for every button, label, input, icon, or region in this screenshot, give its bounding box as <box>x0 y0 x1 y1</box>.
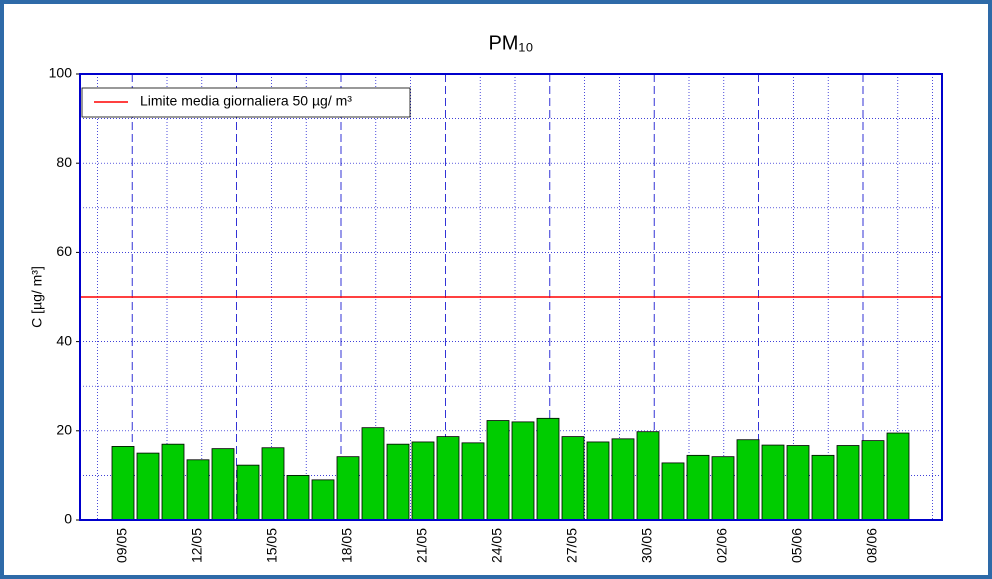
plot-border <box>79 73 943 521</box>
bar <box>361 427 385 521</box>
y-tick-label: 60 <box>56 243 72 259</box>
x-tick-label: 15/05 <box>264 528 280 563</box>
bar <box>211 448 235 521</box>
bar <box>886 432 910 521</box>
x-tick-label: 02/06 <box>714 528 730 563</box>
bar <box>436 436 460 521</box>
x-tick-label: 09/05 <box>114 528 130 563</box>
bar <box>186 459 210 521</box>
bar <box>111 446 135 521</box>
bar <box>536 417 560 521</box>
x-tick-label: 30/05 <box>639 528 655 563</box>
y-axis-label: C [µg/ m³] <box>29 266 45 328</box>
bar <box>561 436 585 521</box>
bar <box>661 462 685 521</box>
bar <box>861 440 885 521</box>
chart-title: PM₁₀ <box>488 32 533 54</box>
bar <box>336 456 360 521</box>
bar <box>711 456 735 521</box>
bar <box>686 454 710 521</box>
bar <box>786 445 810 521</box>
x-tick-label: 24/05 <box>489 528 505 563</box>
bar <box>311 479 335 521</box>
bar <box>261 447 285 521</box>
x-tick-label: 08/06 <box>864 528 880 563</box>
x-tick-label: 12/05 <box>189 528 205 563</box>
y-tick-label: 80 <box>56 154 72 170</box>
bar <box>386 443 410 521</box>
bar <box>286 474 310 521</box>
bar <box>636 431 660 521</box>
y-tick-label: 0 <box>64 511 72 527</box>
legend-label: Limite media giornaliera 50 µg/ m³ <box>140 93 352 109</box>
bar <box>511 421 535 521</box>
y-tick-label: 20 <box>56 422 72 438</box>
x-tick-label: 21/05 <box>414 528 430 563</box>
bar <box>236 464 260 521</box>
bar <box>811 454 835 521</box>
legend <box>81 87 411 118</box>
bar <box>461 442 485 521</box>
bar <box>161 443 185 521</box>
y-tick-label: 100 <box>49 65 73 81</box>
bar <box>586 441 610 521</box>
bar <box>611 438 635 521</box>
bar <box>761 444 785 521</box>
bar <box>736 439 760 521</box>
x-tick-label: 18/05 <box>339 528 355 563</box>
bar <box>136 452 160 521</box>
bar <box>836 445 860 521</box>
x-tick-label: 27/05 <box>564 528 580 563</box>
x-tick-label: 05/06 <box>789 528 805 563</box>
y-tick-label: 40 <box>56 332 72 348</box>
bar <box>486 420 510 521</box>
bar <box>411 441 435 521</box>
